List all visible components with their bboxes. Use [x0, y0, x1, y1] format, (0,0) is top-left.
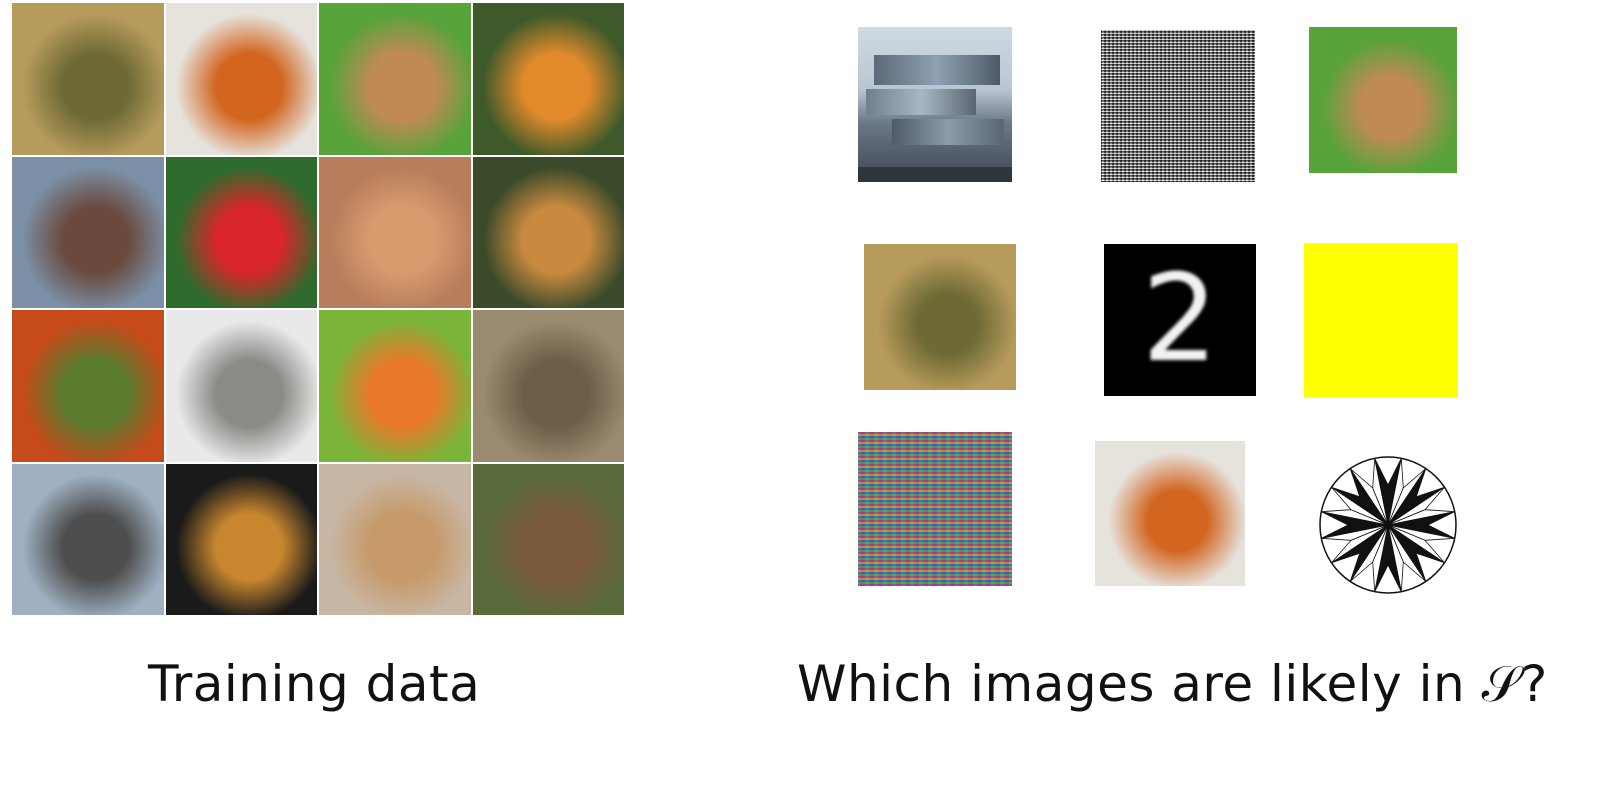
training-image-wolf	[165, 310, 317, 462]
candidate-yellow-image	[1304, 243, 1458, 397]
training-image-fox	[165, 3, 317, 155]
training-image-fox	[12, 310, 164, 462]
candidate-deer-image	[1309, 27, 1457, 173]
candidate-gray-noise-image	[1101, 30, 1255, 182]
candidate-fox-image	[1095, 441, 1245, 586]
training-image-elephant	[12, 463, 164, 615]
training-image-lioness	[319, 463, 471, 615]
question-caption: Which images are likely in 𝒮?	[797, 655, 1548, 713]
training-image-tiger	[472, 3, 624, 155]
training-image-lion	[165, 463, 317, 615]
mandala-petal	[1387, 511, 1455, 526]
digit-glyph: 2	[1141, 250, 1219, 389]
training-image-caracal	[319, 156, 471, 308]
candidate-building-image	[858, 27, 1012, 182]
training-image-leopard	[12, 3, 164, 155]
training-data-caption: Training data	[148, 655, 481, 713]
training-image-giraffe	[472, 156, 624, 308]
training-image-parrot	[165, 156, 317, 308]
candidate-mandala-image	[1319, 456, 1457, 594]
training-image-frog	[319, 310, 471, 462]
candidate-leopard-image	[864, 244, 1016, 390]
training-image-deer	[319, 3, 471, 155]
training-image-hippo	[12, 156, 164, 308]
training-data-grid	[12, 3, 624, 615]
training-image-sloth	[472, 310, 624, 462]
training-image-bear	[472, 463, 624, 615]
candidate-mnist-digit-image: 2	[1104, 244, 1256, 396]
candidate-color-noise-image	[858, 432, 1012, 586]
